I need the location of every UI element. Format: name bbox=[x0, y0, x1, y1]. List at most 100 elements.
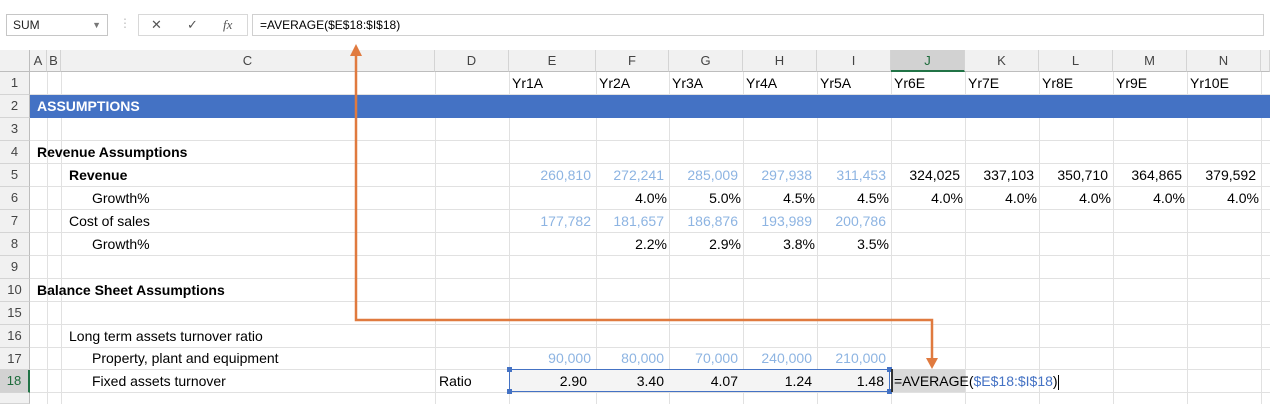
cos-cell[interactable]: 186,876 bbox=[687, 213, 738, 229]
row-header-8[interactable]: 8 bbox=[0, 233, 30, 256]
row-header-3[interactable]: 3 bbox=[0, 118, 30, 141]
row-header-5[interactable]: 5 bbox=[0, 164, 30, 187]
active-cell-j18[interactable] bbox=[891, 369, 965, 392]
fat-cell[interactable]: 1.48 bbox=[856, 373, 884, 389]
fat-cell[interactable]: 2.90 bbox=[559, 373, 587, 389]
revenue-cell[interactable]: 350,710 bbox=[1057, 167, 1108, 183]
row-header-17[interactable]: 17 bbox=[0, 348, 30, 370]
ppe-cell[interactable]: 240,000 bbox=[761, 350, 812, 366]
row-header-16[interactable]: 16 bbox=[0, 325, 30, 348]
cos-growth-cell[interactable]: 2.9% bbox=[709, 236, 741, 252]
select-all-corner[interactable] bbox=[0, 50, 30, 72]
cos-cell[interactable]: 193,989 bbox=[761, 213, 812, 229]
revenue-assumptions-heading: Revenue Assumptions bbox=[37, 144, 188, 160]
col-header-j[interactable]: J bbox=[891, 50, 965, 72]
cancel-icon[interactable]: ✕ bbox=[151, 17, 162, 32]
growth-cell[interactable]: 5.0% bbox=[709, 190, 741, 206]
gridline bbox=[30, 301, 1270, 302]
revenue-cell[interactable]: 324,025 bbox=[909, 167, 960, 183]
col-header-a[interactable]: A bbox=[30, 50, 47, 72]
row-header-6[interactable]: 6 bbox=[0, 187, 30, 210]
row-header-18[interactable]: 18 bbox=[0, 370, 30, 393]
revenue-cell[interactable]: 272,241 bbox=[613, 167, 664, 183]
row-header-4[interactable]: 4 bbox=[0, 141, 30, 164]
growth-cell[interactable]: 4.0% bbox=[1227, 190, 1259, 206]
col-header-g[interactable]: G bbox=[669, 50, 743, 72]
ppe-cell[interactable]: 90,000 bbox=[548, 350, 591, 366]
row-header-2[interactable]: 2 bbox=[0, 95, 30, 118]
revenue-cell[interactable]: 337,103 bbox=[983, 167, 1034, 183]
col-header-b[interactable]: B bbox=[47, 50, 61, 72]
row-header-7[interactable]: 7 bbox=[0, 210, 30, 233]
fat-cell[interactable]: 3.40 bbox=[636, 373, 664, 389]
col-header-f[interactable]: F bbox=[596, 50, 669, 72]
cos-growth-cell[interactable]: 3.5% bbox=[857, 236, 889, 252]
range-handle[interactable] bbox=[507, 389, 512, 394]
gridline bbox=[30, 209, 1270, 210]
fat-cell[interactable]: 4.07 bbox=[710, 373, 738, 389]
active-cell-editor[interactable]: =AVERAGE($E$18:$I$18) bbox=[894, 370, 1059, 392]
growth-cell[interactable]: 4.0% bbox=[1079, 190, 1111, 206]
range-handle[interactable] bbox=[887, 367, 892, 372]
col-header-c[interactable]: C bbox=[61, 50, 435, 72]
row-header-9[interactable]: 9 bbox=[0, 256, 30, 279]
ppe-cell[interactable]: 210,000 bbox=[835, 350, 886, 366]
ratio-unit-label: Ratio bbox=[439, 373, 472, 389]
revenue-cell[interactable]: 311,453 bbox=[836, 167, 886, 183]
arrow-line bbox=[354, 53, 934, 362]
revenue-cell[interactable]: 364,865 bbox=[1131, 167, 1182, 183]
formula-input[interactable]: =AVERAGE($E$18:$I$18) bbox=[252, 14, 1264, 36]
ppe-cell[interactable]: 80,000 bbox=[621, 350, 664, 366]
revenue-cell[interactable]: 379,592 bbox=[1205, 167, 1256, 183]
gridline bbox=[30, 94, 1270, 95]
gridline bbox=[30, 324, 1270, 325]
col-header-d[interactable]: D bbox=[435, 50, 509, 72]
growth-cell[interactable]: 4.0% bbox=[931, 190, 963, 206]
growth-cell[interactable]: 4.5% bbox=[857, 190, 889, 206]
row-header-10[interactable]: 10 bbox=[0, 279, 30, 302]
col-header-i[interactable]: I bbox=[817, 50, 891, 72]
range-handle[interactable] bbox=[507, 367, 512, 372]
section-title: ASSUMPTIONS bbox=[37, 98, 140, 114]
range-handle[interactable] bbox=[887, 389, 892, 394]
col-header-n[interactable]: N bbox=[1187, 50, 1261, 72]
revenue-cell[interactable]: 285,009 bbox=[687, 167, 738, 183]
fixed-assets-turnover-label: Fixed assets turnover bbox=[92, 373, 226, 389]
growth-cell[interactable]: 4.0% bbox=[1005, 190, 1037, 206]
gridline bbox=[30, 347, 1270, 348]
cost-of-sales-label: Cost of sales bbox=[69, 213, 150, 229]
ppe-cell[interactable]: 70,000 bbox=[695, 350, 738, 366]
cos-cell[interactable]: 200,786 bbox=[835, 213, 886, 229]
name-box[interactable]: SUM ▼ bbox=[6, 14, 108, 36]
gridline bbox=[1113, 72, 1114, 404]
insert-function-icon[interactable]: fx bbox=[223, 17, 233, 32]
row-header-1[interactable]: 1 bbox=[0, 72, 30, 95]
col-header-k[interactable]: K bbox=[965, 50, 1039, 72]
fat-cell[interactable]: 1.24 bbox=[784, 373, 812, 389]
growth-cell[interactable]: 4.0% bbox=[1153, 190, 1185, 206]
gridline bbox=[596, 72, 597, 404]
gridline bbox=[669, 72, 670, 404]
chevron-down-icon[interactable]: ▼ bbox=[92, 20, 101, 30]
name-box-value: SUM bbox=[13, 18, 40, 32]
growth-cell[interactable]: 4.0% bbox=[635, 190, 667, 206]
gridline bbox=[1187, 72, 1188, 404]
revenue-cell[interactable]: 260,810 bbox=[540, 167, 591, 183]
cos-cell[interactable]: 181,657 bbox=[613, 213, 664, 229]
col-header-l[interactable]: L bbox=[1039, 50, 1113, 72]
col-header-h[interactable]: H bbox=[743, 50, 817, 72]
gridline bbox=[965, 72, 966, 404]
enter-icon[interactable]: ✓ bbox=[187, 17, 198, 32]
gridline bbox=[30, 140, 1270, 141]
col-header-m[interactable]: M bbox=[1113, 50, 1187, 72]
revenue-cell[interactable]: 297,938 bbox=[761, 167, 812, 183]
grip-icon: ⋮ bbox=[119, 16, 132, 30]
cos-growth-cell[interactable]: 3.8% bbox=[783, 236, 815, 252]
year-header: Yr4A bbox=[746, 75, 778, 91]
growth-cell[interactable]: 4.5% bbox=[783, 190, 815, 206]
cos-cell[interactable]: 177,782 bbox=[540, 213, 591, 229]
row-header-15[interactable]: 15 bbox=[0, 302, 30, 325]
col-header-e[interactable]: E bbox=[509, 50, 596, 72]
year-header: Yr9E bbox=[1116, 75, 1148, 91]
cos-growth-cell[interactable]: 2.2% bbox=[635, 236, 667, 252]
